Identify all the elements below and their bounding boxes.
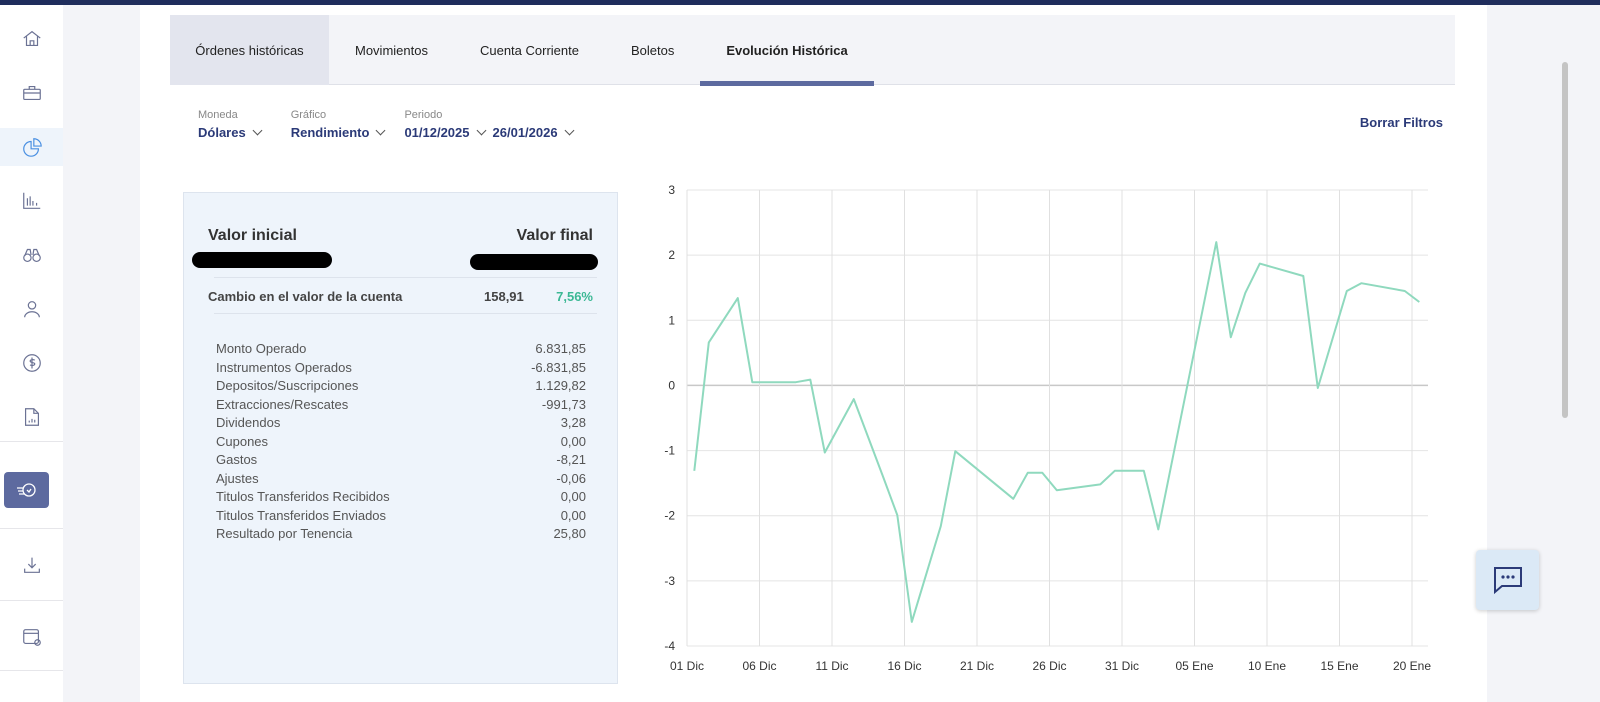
row-label: Titulos Transferidos Enviados	[216, 507, 387, 523]
row-value: 3,28	[560, 415, 586, 430]
divider	[214, 277, 597, 278]
summary-row: Extracciones/Rescates -991,73	[216, 397, 586, 416]
tab-cuenta-corriente[interactable]: Cuenta Corriente	[479, 42, 579, 58]
sidebar-divider	[0, 528, 63, 529]
chevron-down-icon[interactable]	[476, 125, 486, 136]
row-value: 0,00	[560, 489, 586, 504]
row-value: 25,80	[553, 526, 586, 541]
filters: Moneda Dólares Gráfico Rendimiento Perio…	[198, 109, 575, 140]
summary-row: Depositos/Suscripciones 1.129,82	[216, 378, 586, 397]
summary-panel: Valor inicial Valor final Cambio en el v…	[183, 192, 618, 684]
tab-ordenes-historicas[interactable]: Órdenes históricas	[170, 15, 329, 85]
sidebar-item-user[interactable]	[0, 290, 63, 328]
sidebar-divider	[0, 600, 63, 601]
row-label: Gastos	[216, 452, 258, 467]
bar-chart-icon	[22, 192, 40, 209]
summary-row: Cupones 0,00	[216, 434, 586, 453]
chat-button[interactable]	[1476, 550, 1539, 610]
row-value: 0,00	[560, 507, 586, 523]
clear-filters-link[interactable]: Borrar Filtros	[1359, 115, 1443, 130]
row-value: -6.831,85	[531, 359, 586, 375]
row-value: 1.129,82	[535, 378, 586, 393]
row-value: -8,21	[556, 452, 586, 467]
change-value: 158,91	[484, 289, 524, 304]
scrollbar[interactable]	[1562, 62, 1568, 418]
row-label: Extracciones/Rescates	[216, 396, 349, 412]
summary-row: Gastos -8,21	[216, 452, 586, 471]
moneda-value[interactable]: Dólares	[198, 125, 246, 140]
summary-row: Titulos Transferidos Enviados 0,00	[216, 508, 586, 527]
moneda-label: Moneda	[198, 109, 238, 121]
grafico-filter[interactable]: Gráfico Rendimiento	[290, 109, 386, 140]
sidebar-item-portfolio[interactable]	[0, 74, 63, 112]
summary-row: Dividendos 3,28	[216, 415, 586, 434]
row-value: -991,73	[541, 396, 586, 412]
summary-rows: Monto Operado 6.831,85 Instrumentos Operad…	[216, 341, 586, 545]
grafico-value[interactable]: Rendimiento	[290, 125, 370, 140]
tab-bar: Órdenes históricas Movimientos Cuenta Co…	[170, 15, 1455, 86]
summary-row: Titulos Transferidos Recibidos 0,00	[216, 489, 586, 508]
sidebar-divider	[0, 441, 63, 442]
sidebar-item-report[interactable]	[0, 398, 63, 436]
user-icon	[23, 301, 40, 318]
sidebar-item-binoculars[interactable]	[0, 236, 63, 274]
periodo-label: Periodo	[404, 109, 443, 121]
row-value: -0,06	[556, 470, 586, 486]
history-icon	[16, 483, 36, 497]
row-label: Titulos Transferidos Recibidos	[216, 489, 390, 504]
top-bar	[0, 0, 1600, 5]
sidebar-item-bar-chart[interactable]	[0, 182, 63, 220]
tab-evolucion-historica[interactable]: Evolución Histórica	[700, 15, 875, 86]
divider	[214, 313, 597, 314]
summary-row: Ajustes -0,06	[216, 471, 586, 490]
sidebar-item-home[interactable]	[0, 20, 63, 58]
sidebar-item-download[interactable]	[0, 546, 63, 584]
sidebar-item-history[interactable]	[4, 472, 49, 508]
final-value-label: Valor final	[516, 227, 593, 244]
periodo-to[interactable]: 26/01/2026	[492, 125, 558, 140]
sidebar	[0, 5, 63, 702]
row-label: Monto Operado	[216, 341, 307, 356]
row-label: Ajustes	[216, 470, 259, 486]
dollar-icon	[22, 354, 41, 372]
summary-row: Resultado por Tenencia 25,80	[216, 526, 586, 545]
row-label: Resultado por Tenencia	[216, 526, 353, 541]
chat-icon	[1493, 567, 1522, 595]
row-value: 6.831,85	[535, 341, 586, 356]
moneda-filter[interactable]: Moneda Dólares	[198, 109, 263, 140]
main-content: Órdenes históricas Movimientos Cuenta Co…	[140, 5, 1487, 702]
summary-row: Monto Operado 6.831,85	[216, 341, 586, 360]
settings-window-icon	[22, 629, 41, 646]
row-label: Depositos/Suscripciones	[216, 378, 359, 393]
chevron-down-icon[interactable]	[564, 125, 575, 136]
tab-movimientos[interactable]: Movimientos	[355, 42, 428, 58]
change-label: Cambio en el valor de la cuenta	[208, 289, 403, 304]
periodo-from[interactable]: 01/12/2025	[404, 125, 470, 140]
row-label: Dividendos	[216, 415, 281, 430]
tab-boletos[interactable]: Boletos	[630, 42, 675, 58]
redacted-final-value	[470, 254, 598, 270]
chevron-down-icon[interactable]	[375, 125, 386, 136]
sidebar-divider	[0, 670, 63, 671]
summary-row: Instrumentos Operados -6.831,85	[216, 360, 586, 379]
row-label: Instrumentos Operados	[216, 359, 352, 375]
redacted-initial-value	[192, 252, 332, 268]
row-value: 0,00	[560, 433, 586, 449]
briefcase-icon	[22, 85, 41, 101]
change-percent: 7,56%	[556, 289, 593, 304]
report-icon	[24, 408, 39, 426]
periodo-filter[interactable]: Periodo 01/12/2025 26/01/2026	[404, 109, 575, 140]
chevron-down-icon[interactable]	[252, 125, 263, 136]
sidebar-item-dollar[interactable]	[0, 344, 63, 382]
row-label: Cupones	[216, 433, 269, 449]
binoculars-icon	[22, 248, 41, 263]
grafico-label: Gráfico	[290, 109, 327, 121]
sidebar-item-settings[interactable]	[0, 618, 63, 656]
pie-chart-icon	[22, 138, 42, 157]
initial-value-label: Valor inicial	[208, 227, 297, 244]
download-icon	[23, 557, 40, 573]
home-icon	[22, 30, 41, 47]
sidebar-item-pie-chart[interactable]	[0, 128, 63, 166]
